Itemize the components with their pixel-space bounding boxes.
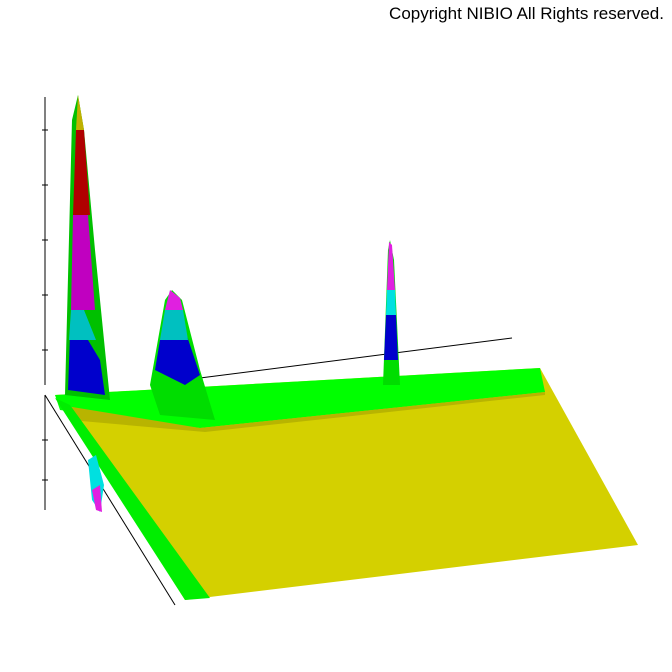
- peak-2-band: [160, 310, 188, 340]
- peak-1-band: [68, 330, 105, 395]
- peak-2-band: [165, 290, 183, 310]
- peak-3-band: [387, 242, 395, 290]
- back-axis: [199, 337, 513, 379]
- peak-1-band: [69, 310, 96, 340]
- peak-1-band: [71, 215, 95, 310]
- surface-edge: [55, 398, 210, 600]
- copyright: Copyright NIBIO All Rights reserved.: [389, 4, 664, 23]
- peak-1-band: [73, 130, 90, 215]
- axes: [42, 97, 513, 606]
- lower-peak-tip: [92, 485, 102, 512]
- peak-3-band: [384, 315, 398, 360]
- x-axis: [44, 394, 176, 606]
- peak-2-band: [155, 330, 200, 385]
- peak-3-band: [386, 290, 396, 315]
- peak-1-tip: [76, 95, 84, 130]
